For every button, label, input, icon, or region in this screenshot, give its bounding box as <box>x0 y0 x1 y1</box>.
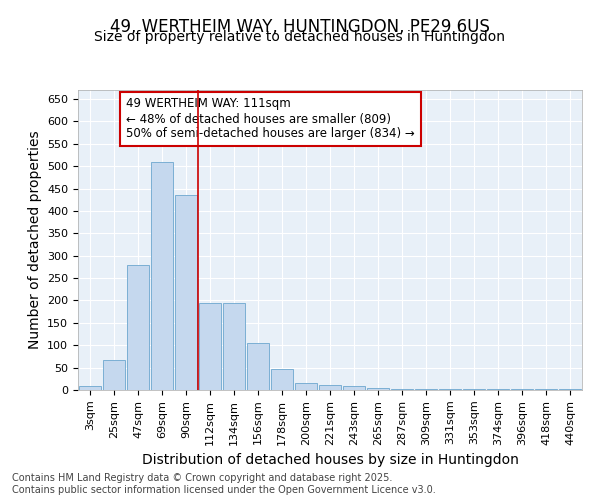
Bar <box>79 386 101 390</box>
Bar <box>199 302 221 390</box>
Bar <box>151 162 173 390</box>
Bar <box>487 389 509 390</box>
Text: Contains HM Land Registry data © Crown copyright and database right 2025.
Contai: Contains HM Land Registry data © Crown c… <box>12 474 436 495</box>
Bar <box>511 389 533 390</box>
Text: 49 WERTHEIM WAY: 111sqm
← 48% of detached houses are smaller (809)
50% of semi-d: 49 WERTHEIM WAY: 111sqm ← 48% of detache… <box>126 98 415 140</box>
Bar <box>223 302 245 390</box>
Text: Size of property relative to detached houses in Huntingdon: Size of property relative to detached ho… <box>95 30 505 44</box>
Bar <box>559 389 581 390</box>
Bar <box>343 386 365 390</box>
Y-axis label: Number of detached properties: Number of detached properties <box>28 130 41 350</box>
Bar <box>391 388 413 390</box>
Bar <box>295 384 317 390</box>
X-axis label: Distribution of detached houses by size in Huntingdon: Distribution of detached houses by size … <box>142 453 518 467</box>
Bar <box>103 360 125 390</box>
Bar <box>463 389 485 390</box>
Bar <box>175 195 197 390</box>
Text: 49, WERTHEIM WAY, HUNTINGDON, PE29 6US: 49, WERTHEIM WAY, HUNTINGDON, PE29 6US <box>110 18 490 36</box>
Bar <box>535 389 557 390</box>
Bar <box>367 388 389 390</box>
Bar <box>247 343 269 390</box>
Bar <box>271 370 293 390</box>
Bar <box>439 389 461 390</box>
Bar <box>127 264 149 390</box>
Bar <box>319 384 341 390</box>
Bar <box>415 388 437 390</box>
